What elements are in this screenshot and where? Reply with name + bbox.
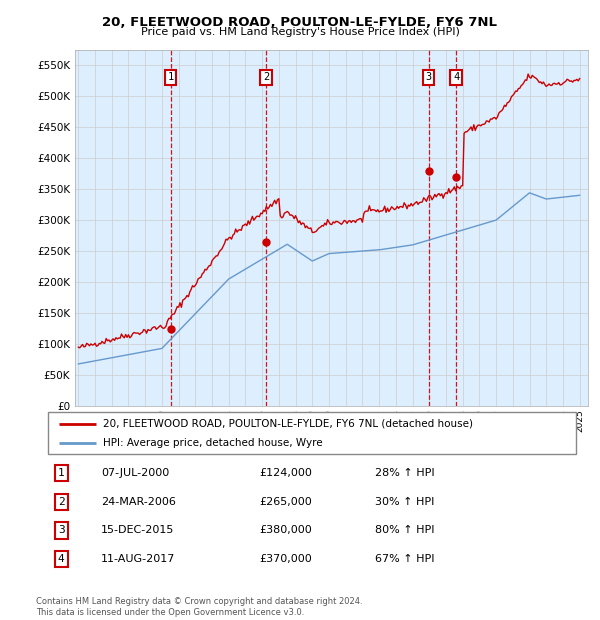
Text: 07-JUL-2000: 07-JUL-2000: [101, 468, 169, 478]
Text: 11-AUG-2017: 11-AUG-2017: [101, 554, 175, 564]
Text: 1: 1: [167, 73, 174, 82]
Text: HPI: Average price, detached house, Wyre: HPI: Average price, detached house, Wyre: [103, 438, 323, 448]
Text: 2: 2: [58, 497, 65, 507]
FancyBboxPatch shape: [48, 412, 576, 454]
Text: 24-MAR-2006: 24-MAR-2006: [101, 497, 176, 507]
Text: 1: 1: [58, 468, 65, 478]
Text: 80% ↑ HPI: 80% ↑ HPI: [376, 526, 435, 536]
Text: £380,000: £380,000: [259, 526, 312, 536]
Text: Price paid vs. HM Land Registry's House Price Index (HPI): Price paid vs. HM Land Registry's House …: [140, 27, 460, 37]
Text: 2: 2: [263, 73, 269, 82]
Text: 20, FLEETWOOD ROAD, POULTON-LE-FYLDE, FY6 7NL: 20, FLEETWOOD ROAD, POULTON-LE-FYLDE, FY…: [103, 16, 497, 29]
Text: 15-DEC-2015: 15-DEC-2015: [101, 526, 174, 536]
Text: £124,000: £124,000: [259, 468, 312, 478]
Text: £265,000: £265,000: [259, 497, 312, 507]
Text: 3: 3: [425, 73, 432, 82]
Text: 30% ↑ HPI: 30% ↑ HPI: [376, 497, 435, 507]
Text: 4: 4: [58, 554, 65, 564]
Text: 28% ↑ HPI: 28% ↑ HPI: [376, 468, 435, 478]
Text: 4: 4: [453, 73, 459, 82]
Text: Contains HM Land Registry data © Crown copyright and database right 2024.
This d: Contains HM Land Registry data © Crown c…: [36, 598, 362, 617]
Text: 3: 3: [58, 526, 65, 536]
Text: 67% ↑ HPI: 67% ↑ HPI: [376, 554, 435, 564]
Text: £370,000: £370,000: [259, 554, 312, 564]
Text: 20, FLEETWOOD ROAD, POULTON-LE-FYLDE, FY6 7NL (detached house): 20, FLEETWOOD ROAD, POULTON-LE-FYLDE, FY…: [103, 418, 473, 428]
